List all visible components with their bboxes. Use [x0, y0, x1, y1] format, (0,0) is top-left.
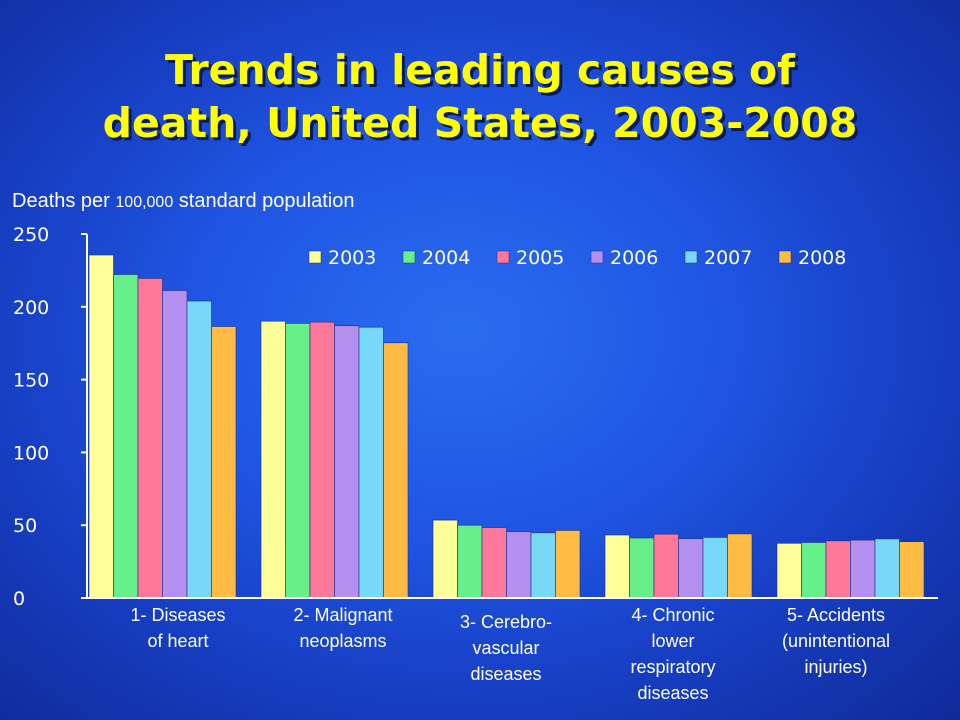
- y-axis-label-part-3: standard population: [173, 190, 355, 212]
- x-category-label-line: diseases: [637, 683, 708, 703]
- x-category-label-line: 5- Accidents: [787, 605, 885, 625]
- bar-2003-cat4: [604, 534, 630, 599]
- bar-2005-cat5: [825, 540, 851, 599]
- bar-2006-cat5: [850, 539, 876, 599]
- x-category-label-line: neoplasms: [299, 631, 386, 651]
- bar-2005-cat3: [481, 527, 507, 599]
- bar-2006-cat2: [334, 325, 360, 599]
- legend-label-2008: 2008: [798, 247, 846, 269]
- legend-label-2005: 2005: [516, 247, 564, 269]
- bar-2004-cat2: [285, 323, 311, 599]
- bar-2007-cat5: [874, 538, 900, 599]
- x-category-label-line: 2- Malignant: [293, 605, 392, 625]
- bar-2006-cat4: [678, 538, 704, 599]
- bar-2008-cat3: [555, 530, 581, 599]
- bar-2008-cat5: [899, 541, 925, 599]
- y-tick-label: 150: [13, 370, 49, 392]
- y-tick-labels: 0 50 100 150 200 250: [13, 224, 49, 610]
- bar-2004-cat1: [113, 274, 139, 599]
- x-category-label-line: injuries): [804, 657, 867, 677]
- bar-2007-cat1: [186, 300, 212, 599]
- bar-2007-cat3: [530, 532, 556, 599]
- bar-2006-cat1: [162, 290, 188, 599]
- x-category-label-line: 4- Chronic: [631, 605, 714, 625]
- legend-swatch-2008: [778, 250, 792, 264]
- bar-2005-cat2: [309, 321, 335, 599]
- legend-swatch-2005: [496, 250, 510, 264]
- y-tick-label: 50: [13, 515, 37, 537]
- x-category-label-line: diseases: [470, 664, 541, 684]
- bar-2003-cat2: [260, 320, 286, 599]
- bar-2003-cat5: [776, 542, 802, 599]
- y-tick-label: 100: [13, 442, 49, 464]
- x-category-label: 3- Cerebro-vascular diseases: [460, 612, 552, 684]
- bar-2008-cat1: [211, 326, 237, 599]
- legend-label-2003: 2003: [328, 247, 376, 269]
- bar-2004-cat4: [629, 537, 655, 599]
- chart-title: Trends in leading causes of death, Unite…: [0, 44, 960, 150]
- title-line-2: death, United States, 2003-2008: [102, 99, 858, 147]
- y-axis-label-part-2: 100,000: [115, 194, 174, 211]
- y-axis-label-part-1: Deaths per: [12, 190, 116, 212]
- legend-label-2004: 2004: [422, 247, 470, 269]
- axes-layer: [81, 233, 938, 599]
- bar-2003-cat1: [88, 254, 114, 599]
- y-axis-label: Deaths per 100,000 standard population: [12, 190, 354, 213]
- legend-label-2006: 2006: [610, 247, 658, 269]
- bar-2007-cat4: [702, 537, 728, 599]
- bar-2005-cat4: [653, 533, 679, 599]
- legend-swatch-2003: [308, 250, 322, 264]
- x-category-label-line: lower: [651, 631, 694, 651]
- bar-2003-cat3: [432, 519, 458, 599]
- bars-layer: [88, 254, 925, 599]
- legend-swatch-2007: [684, 250, 698, 264]
- x-category-label-line: of heart: [147, 631, 208, 651]
- bar-2004-cat5: [801, 542, 827, 599]
- bar-2008-cat2: [383, 342, 409, 599]
- bar-2008-cat4: [727, 533, 753, 599]
- x-category-label-line: 3- Cerebro-: [460, 612, 552, 632]
- title-line-1: Trends in leading causes of: [164, 46, 795, 94]
- x-category-label-line: 1- Diseases: [130, 605, 225, 625]
- x-category-label: 1- Diseases of heart: [130, 605, 225, 651]
- legend-swatch-2006: [590, 250, 604, 264]
- x-category-label: 4- Chronic lower respiratory diseases: [630, 605, 715, 703]
- y-tick-label: 250: [13, 224, 49, 246]
- bar-2004-cat3: [457, 524, 483, 599]
- x-category-label-line: respiratory: [630, 657, 715, 677]
- y-tick-label: 200: [13, 297, 49, 319]
- legend-swatch-2004: [402, 250, 416, 264]
- bar-2007-cat2: [358, 326, 384, 599]
- x-category-label: 5- Accidents (unintentional injuries): [782, 605, 890, 677]
- bar-2006-cat3: [506, 531, 532, 599]
- x-category-label-line: (unintentional: [782, 631, 890, 651]
- bar-2005-cat1: [137, 278, 163, 599]
- x-category-label-line: vascular: [472, 638, 539, 658]
- legend-label-2007: 2007: [704, 247, 752, 269]
- legend: 2003 2004 2005 2006 2007 2008: [308, 247, 846, 269]
- y-tick-label: 0: [13, 588, 25, 610]
- x-category-labels: 1- Diseases of heart 2- Malignant neoplasms…: [130, 605, 890, 703]
- x-category-label: 2- Malignant neoplasms: [293, 605, 392, 651]
